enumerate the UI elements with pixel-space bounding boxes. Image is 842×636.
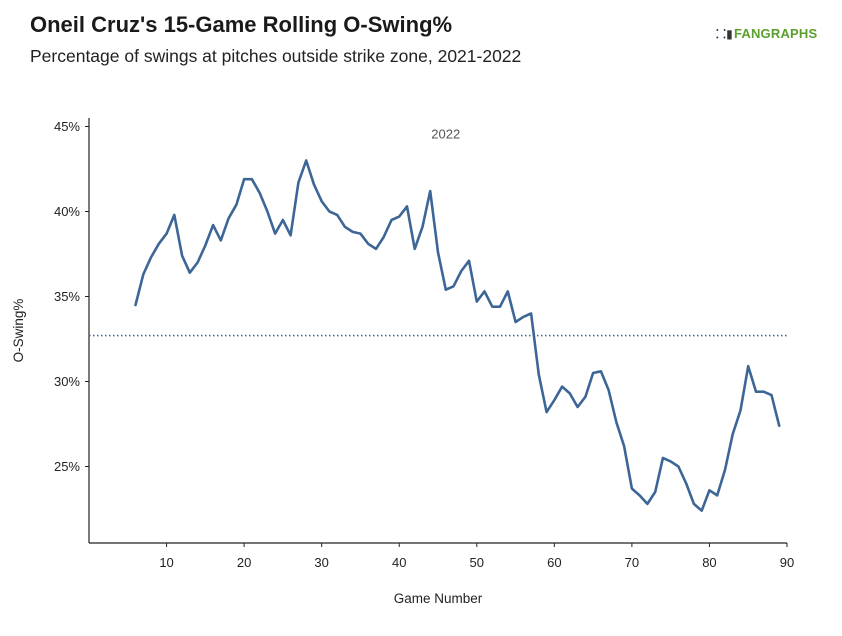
chart-subtitle: Percentage of swings at pitches outside … <box>30 46 522 66</box>
y-tick-label: 40% <box>54 204 80 219</box>
x-tick-label: 20 <box>237 555 251 570</box>
y-tick-label: 45% <box>54 119 80 134</box>
chart-title: Oneil Cruz's 15-Game Rolling O-Swing% <box>30 12 453 37</box>
fangraphs-logo-text: FANGRAPHS <box>733 26 818 41</box>
y-tick-label: 30% <box>54 374 80 389</box>
x-tick-label: 50 <box>470 555 484 570</box>
y-tick-label: 35% <box>54 289 80 304</box>
x-axis-ticks: 10 20 30 40 50 60 70 80 90 <box>159 543 794 570</box>
series-layer <box>134 159 781 513</box>
fangraphs-logo: ⸬▮FANGRAPHS <box>716 25 817 42</box>
fangraphs-logo-icon: ⸬▮ <box>716 27 733 41</box>
x-tick-label: 30 <box>314 555 328 570</box>
x-tick-label: 40 <box>392 555 406 570</box>
x-tick-label: 10 <box>159 555 173 570</box>
season-annotation: 2022 <box>431 126 460 141</box>
y-tick-label: 25% <box>54 459 80 474</box>
y-axis-ticks: 25% 30% 35% 40% 45% <box>54 119 89 474</box>
x-tick-label: 70 <box>625 555 639 570</box>
x-tick-label: 60 <box>547 555 561 570</box>
series-line <box>134 159 781 513</box>
x-tick-label: 80 <box>702 555 716 570</box>
x-axis-title: Game Number <box>394 591 483 606</box>
y-axis-title: O-Swing% <box>11 299 26 363</box>
x-tick-label: 90 <box>780 555 794 570</box>
